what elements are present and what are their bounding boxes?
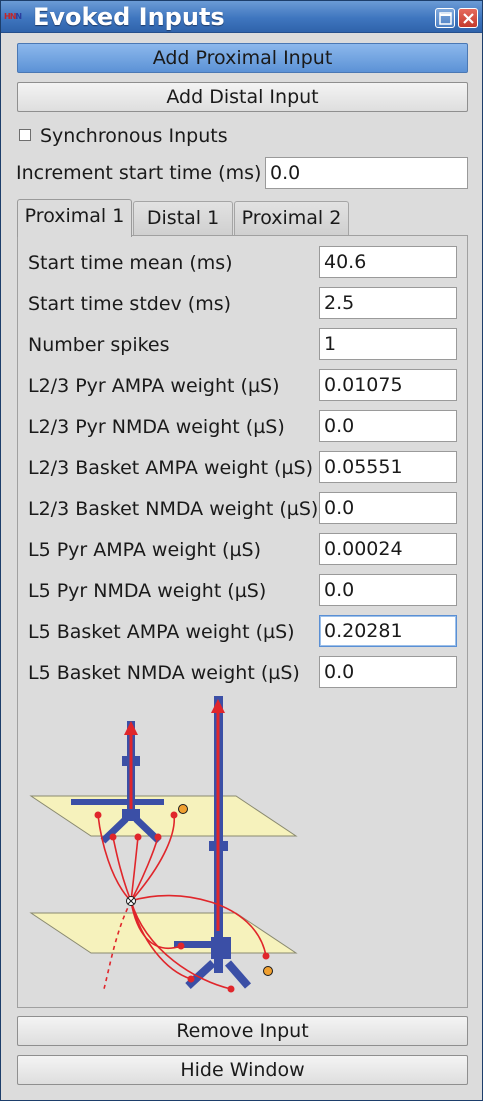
param-label: L5 Pyr NMDA weight (µS) [28,580,267,602]
increment-start-time-label: Increment start time (ms) [16,162,262,184]
synchronous-inputs-label: Synchronous Inputs [40,125,228,147]
synapse-dots [94,811,270,993]
add-proximal-input-button[interactable]: Add Proximal Input [17,43,468,73]
param-label: L5 Basket AMPA weight (µS) [28,621,295,643]
hide-window-button[interactable]: Hide Window [17,1055,468,1085]
l23-layer-plane [29,795,298,837]
input-fibers [97,814,267,990]
l23-basket-ampa-weight-input[interactable]: 0.05551 [319,451,457,483]
minimize-button[interactable] [435,8,455,28]
l23-arrow-head [124,721,138,735]
add-distal-input-button[interactable]: Add Distal Input [17,82,468,112]
start-time-mean-input[interactable]: 40.6 [319,246,457,278]
tab-proximal-2[interactable]: Proximal 2 [234,201,349,236]
l5-pyr-ampa-weight-input[interactable]: 0.00024 [319,533,457,565]
param-label: L5 Basket NMDA weight (µS) [28,662,300,684]
l23-pyr-ampa-weight-input[interactable]: 0.01075 [319,369,457,401]
remove-input-button[interactable]: Remove Input [17,1016,468,1046]
param-label: L2/3 Pyr AMPA weight (µS) [28,375,280,397]
increment-start-time-input[interactable]: 0.0 [265,157,468,189]
close-icon [463,13,474,24]
synchronous-inputs-checkbox[interactable] [19,129,31,141]
l5-basket-ampa-weight-input[interactable]: 0.20281 [319,615,457,647]
minimize-icon [439,12,452,25]
l23-basket-nmda-weight-input[interactable]: 0.0 [319,492,457,524]
proximal-input-diagram [29,696,298,993]
param-label: L2/3 Basket NMDA weight (µS) [28,498,319,520]
param-label: Number spikes [28,334,170,356]
input-branch-point [126,896,136,906]
l23-basket-cell [178,804,188,814]
param-label: Start time stdev (ms) [28,293,232,315]
hnn-app-icon: HNN [4,12,22,21]
param-label: L2/3 Pyr NMDA weight (µS) [28,416,285,438]
param-label: Start time mean (ms) [28,252,233,274]
start-time-stdev-input[interactable]: 2.5 [319,287,457,319]
title-bar[interactable]: HNN Evoked Inputs [1,1,482,33]
l23-pyr-nmda-weight-input[interactable]: 0.0 [319,410,457,442]
param-label: L5 Pyr AMPA weight (µS) [28,539,262,561]
close-button[interactable] [458,8,478,28]
l5-basket-cell [263,966,273,976]
window-title: Evoked Inputs [33,3,225,31]
l5-arrow-head [211,699,225,713]
number-spikes-input[interactable]: 1 [319,328,457,360]
l5-pyr-nmda-weight-input[interactable]: 0.0 [319,574,457,606]
l5-basket-nmda-weight-input[interactable]: 0.0 [319,656,457,688]
tab-distal-1[interactable]: Distal 1 [133,201,233,236]
tab-proximal-1[interactable]: Proximal 1 [17,199,132,237]
param-label: L2/3 Basket AMPA weight (µS) [28,457,314,479]
